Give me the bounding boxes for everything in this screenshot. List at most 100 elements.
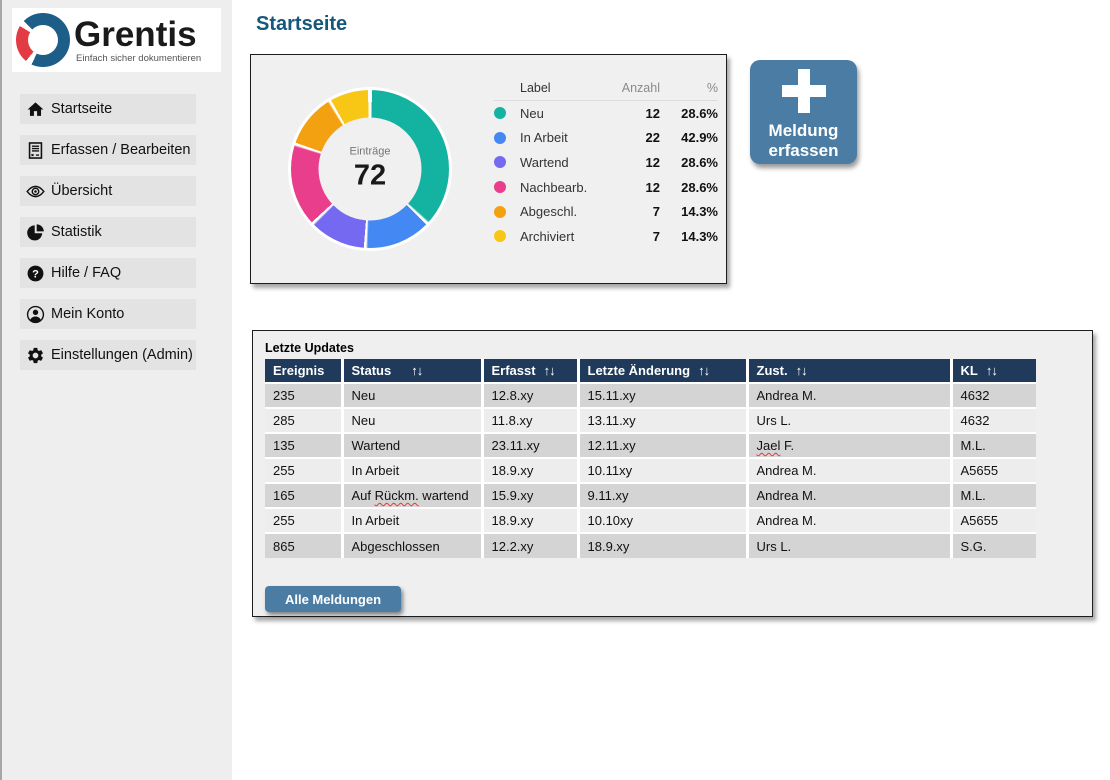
sidebar-item-uebersicht[interactable]: Übersicht — [20, 176, 196, 206]
table-cell: Neu — [342, 382, 484, 408]
chart-legend: Label Anzahl % Neu 12 28.6% In Arbeit 22 42.9… — [494, 75, 718, 249]
meldung-erfassen-label-2: erfassen — [768, 141, 839, 160]
legend-header: Label Anzahl % — [494, 75, 718, 101]
home-icon — [26, 100, 45, 119]
donut-center-value: 72 — [353, 159, 387, 192]
sort-arrows-icon[interactable]: ↑↓ — [411, 363, 423, 378]
table-row[interactable]: 165 Auf Rückm. wartend 15.9.xy 9.11.xy Andre… — [265, 482, 1036, 508]
table-row[interactable]: 235 Neu 12.8.xy 15.11.xy Andrea M. 4632 — [265, 382, 1036, 408]
table-cell: Wartend — [342, 432, 484, 458]
table-cell: 10.11xy — [578, 457, 749, 483]
table-cell: Jael F. — [747, 432, 953, 458]
column-header-label: KL — [960, 363, 978, 378]
column-header[interactable]: Letzte Änderung ↑↓ — [578, 359, 749, 383]
table-cell: 4632 — [951, 407, 1036, 433]
table-row[interactable]: 255 In Arbeit 18.9.xy 10.11xy Andrea M. A5655 — [265, 457, 1036, 483]
table-cell: 13.11.xy — [578, 407, 749, 433]
table-cell: 235 — [265, 382, 344, 408]
table-cell: In Arbeit — [342, 507, 484, 533]
table-cell: Andrea M. — [747, 507, 953, 533]
status-chart-card: Einträge 72 Label Anzahl % Neu 12 28.6% In … — [250, 54, 727, 284]
legend-percent: 28.6% — [681, 105, 718, 121]
legend-count: 12 — [645, 105, 660, 121]
sort-arrows-icon[interactable]: ↑↓ — [543, 363, 556, 378]
table-row[interactable]: 285 Neu 11.8.xy 13.11.xy Urs L. 4632 — [265, 407, 1036, 433]
misspelled-text: Rückm. — [374, 488, 419, 503]
user-icon — [26, 305, 45, 324]
sidebar-item-statistik[interactable]: Statistik — [20, 217, 196, 247]
column-header: Ereignis — [265, 359, 344, 383]
sort-arrows-icon[interactable]: ↑↓ — [698, 363, 710, 378]
legend-col-label: Label — [520, 80, 551, 95]
table-cell: S.G. — [951, 532, 1036, 558]
table-row[interactable]: 865 Abgeschlossen 12.2.xy 18.9.xy Urs L. S.G. — [265, 532, 1036, 558]
column-header-label: Zust. — [756, 363, 788, 378]
plus-icon — [781, 69, 826, 113]
table-cell: A5655 — [951, 457, 1036, 483]
legend-row: Abgeschl. 7 14.3% — [494, 199, 718, 224]
sidebar-item-startseite[interactable]: Startseite — [20, 94, 196, 124]
column-header-label: Status — [351, 363, 392, 378]
table-cell: 135 — [265, 432, 344, 458]
legend-row: Neu 12 28.6% — [494, 101, 718, 126]
sort-arrows-icon[interactable]: ↑↓ — [985, 363, 998, 378]
table-row[interactable]: 255 In Arbeit 18.9.xy 10.10xy Andrea M. A5655 — [265, 507, 1036, 533]
legend-color-dot — [494, 131, 506, 144]
legend-color-dot — [494, 156, 506, 169]
pie-chart-icon — [26, 223, 45, 242]
legend-col-anzahl: Anzahl — [621, 80, 660, 95]
brand-name: Grentis — [74, 14, 197, 54]
column-header[interactable]: Zust. ↑↓ — [747, 359, 953, 383]
table-cell: 15.11.xy — [578, 382, 749, 408]
table-cell: A5655 — [951, 507, 1036, 533]
brand-ring-icon — [16, 13, 70, 67]
table-cell: 255 — [265, 507, 344, 533]
meldung-erfassen-button[interactable]: Meldung erfassen — [750, 60, 857, 164]
table-cell: 285 — [265, 407, 344, 433]
legend-color-dot — [494, 181, 506, 194]
eye-icon — [26, 182, 45, 201]
table-cell: Andrea M. — [747, 482, 953, 508]
updates-table: Ereignis Status ↑↓ Erfasst ↑↓ Letzte Änderung… — [265, 359, 1036, 558]
sidebar-item-mein-konto[interactable]: Mein Konto — [20, 299, 196, 329]
legend-row: In Arbeit 22 42.9% — [494, 126, 718, 151]
column-header[interactable]: Status ↑↓ — [342, 359, 484, 383]
misspelled-text: Jael — [756, 438, 781, 453]
brand-tagline: Einfach sicher dokumentieren — [76, 52, 202, 64]
table-row[interactable]: 135 Wartend 23.11.xy 12.11.xy Jael F. M.L. — [265, 432, 1036, 458]
legend-label: In Arbeit — [520, 130, 568, 146]
legend-percent: 14.3% — [681, 204, 718, 220]
table-cell: In Arbeit — [342, 457, 484, 483]
legend-label: Nachbearb. — [520, 179, 588, 195]
sidebar-item-erfassen-bearbeiten[interactable]: Erfassen / Bearbeiten — [20, 135, 196, 165]
alle-meldungen-button[interactable]: Alle Meldungen — [265, 586, 401, 612]
sidebar-item-hilfe-faq[interactable]: ? Hilfe / FAQ — [20, 258, 196, 288]
legend-row: Archiviert 7 14.3% — [494, 224, 718, 249]
page-title: Startseite — [256, 13, 348, 35]
legend-count: 22 — [645, 130, 660, 146]
table-cell: Abgeschlossen — [342, 532, 484, 558]
sort-arrows-icon[interactable]: ↑↓ — [795, 363, 808, 378]
legend-color-dot — [494, 205, 506, 218]
column-header[interactable]: Erfasst ↑↓ — [482, 359, 580, 383]
legend-label: Abgeschl. — [520, 204, 578, 220]
column-header[interactable]: KL ↑↓ — [951, 359, 1036, 383]
table-cell: 18.9.xy — [482, 457, 580, 483]
table-cell: 4632 — [951, 382, 1036, 408]
sidebar-item-label: Übersicht — [51, 183, 113, 199]
legend-label: Wartend — [520, 154, 569, 170]
table-cell: 15.9.xy — [482, 482, 580, 508]
table-cell: Andrea M. — [747, 457, 953, 483]
logo: Grentis Einfach sicher dokumentieren — [12, 8, 221, 72]
table-cell: 9.11.xy — [578, 482, 749, 508]
legend-count: 12 — [645, 179, 660, 195]
table-cell: 23.11.xy — [482, 432, 580, 458]
sidebar-item-einstellungen-admin[interactable]: Einstellungen (Admin) — [20, 340, 196, 370]
table-cell: 18.9.xy — [482, 507, 580, 533]
table-cell: 12.2.xy — [482, 532, 580, 558]
donut-center: Einträge 72 — [318, 117, 422, 221]
sidebar-item-label: Einstellungen (Admin) — [51, 347, 193, 363]
legend-percent: 14.3% — [681, 228, 718, 244]
legend-count: 12 — [645, 154, 660, 170]
gear-icon — [26, 346, 45, 365]
